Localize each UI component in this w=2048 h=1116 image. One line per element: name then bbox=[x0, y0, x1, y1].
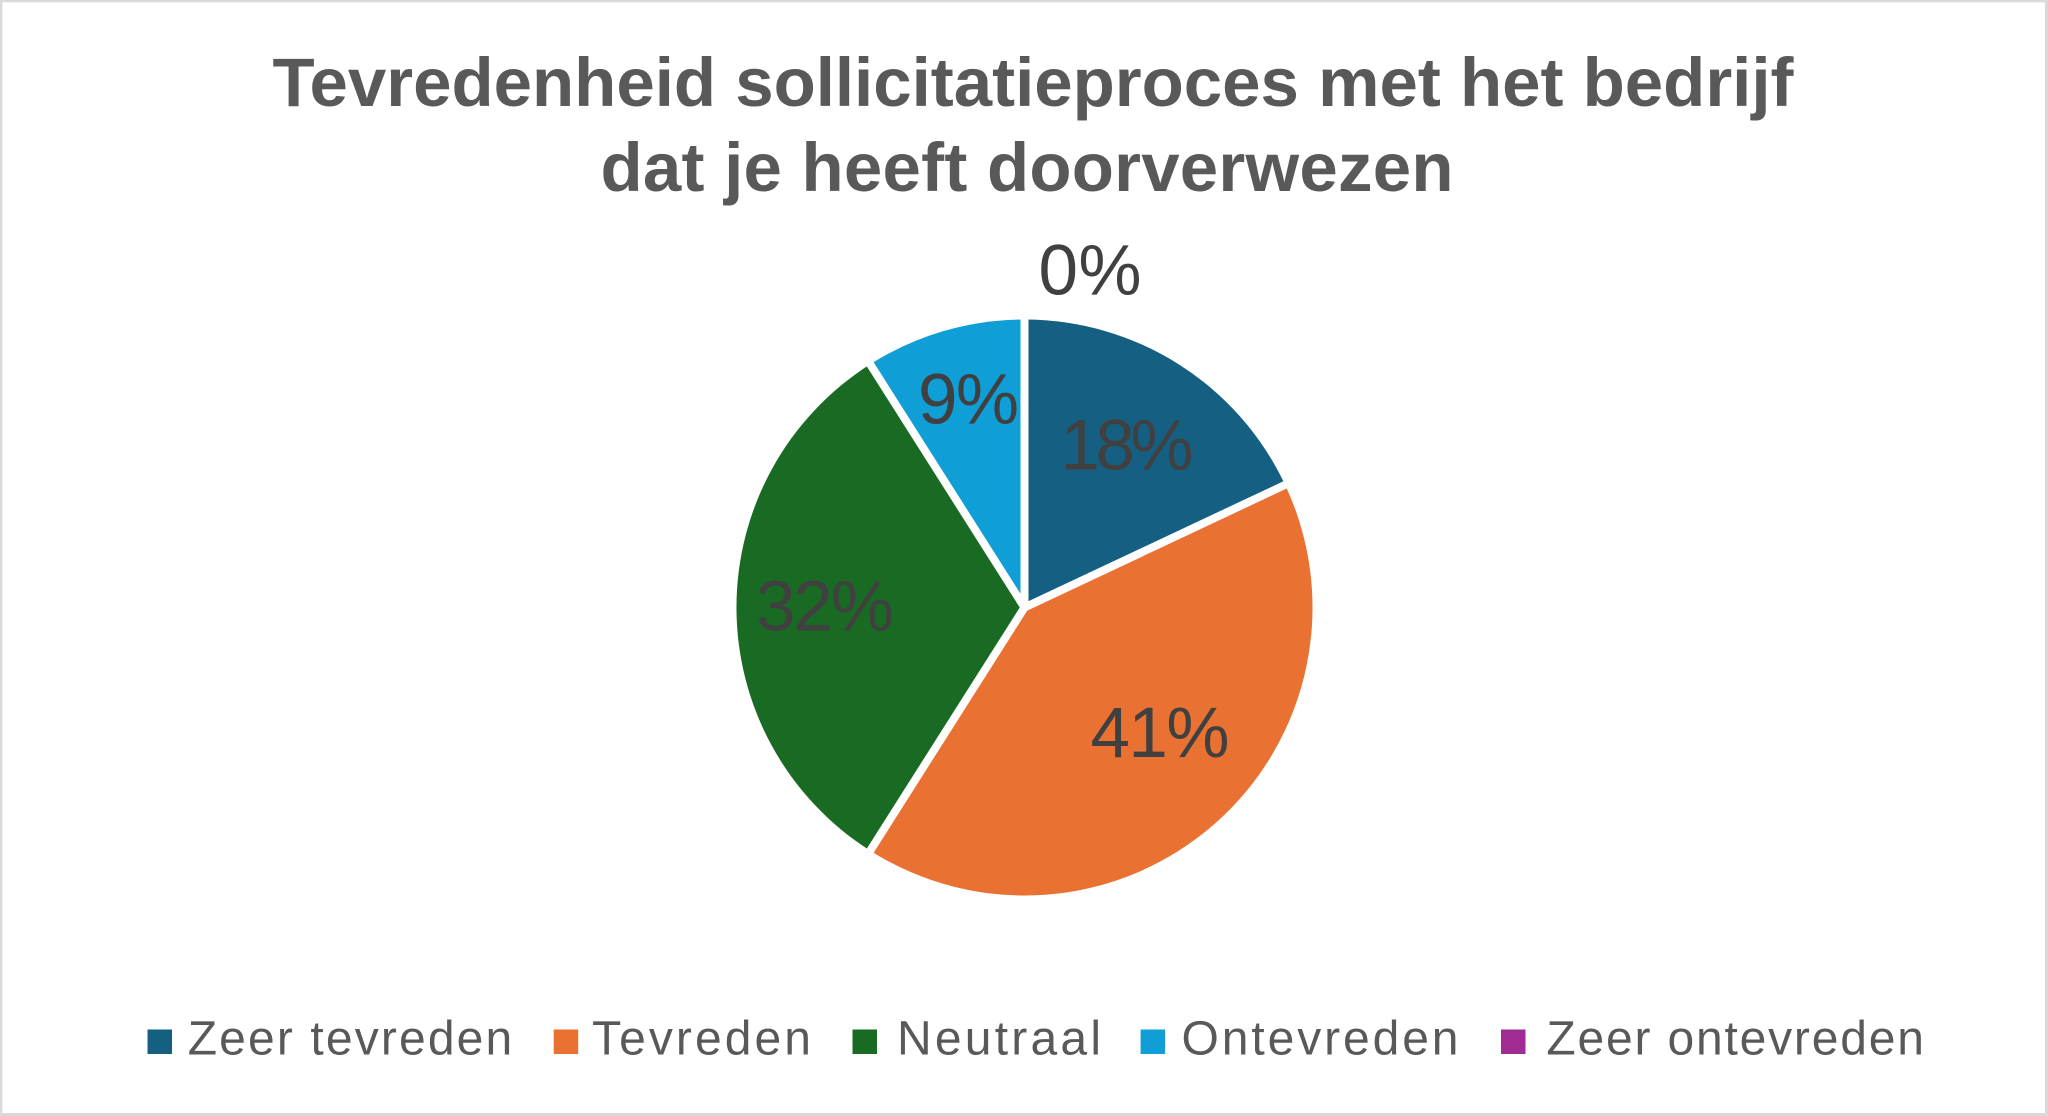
svg-text:Zeer ontevreden: Zeer ontevreden bbox=[1546, 1013, 1924, 1066]
svg-text:32%: 32% bbox=[756, 568, 894, 647]
svg-text:0%: 0% bbox=[1039, 232, 1142, 311]
svg-text:dat je heeft doorverwezen: dat je heeft doorverwezen bbox=[601, 129, 1454, 206]
svg-text:Tevreden: Tevreden bbox=[592, 1013, 811, 1066]
svg-text:Tevredenheid sollicitatieproce: Tevredenheid sollicitatieproces met het … bbox=[273, 44, 1795, 121]
svg-text:9%: 9% bbox=[918, 361, 1019, 440]
svg-text:18%: 18% bbox=[1061, 407, 1194, 486]
svg-text:Zeer tevreden: Zeer tevreden bbox=[188, 1013, 513, 1066]
svg-text:Neutraal: Neutraal bbox=[897, 1013, 1101, 1066]
svg-text:41%: 41% bbox=[1091, 694, 1230, 773]
svg-text:Ontevreden: Ontevreden bbox=[1182, 1013, 1459, 1066]
